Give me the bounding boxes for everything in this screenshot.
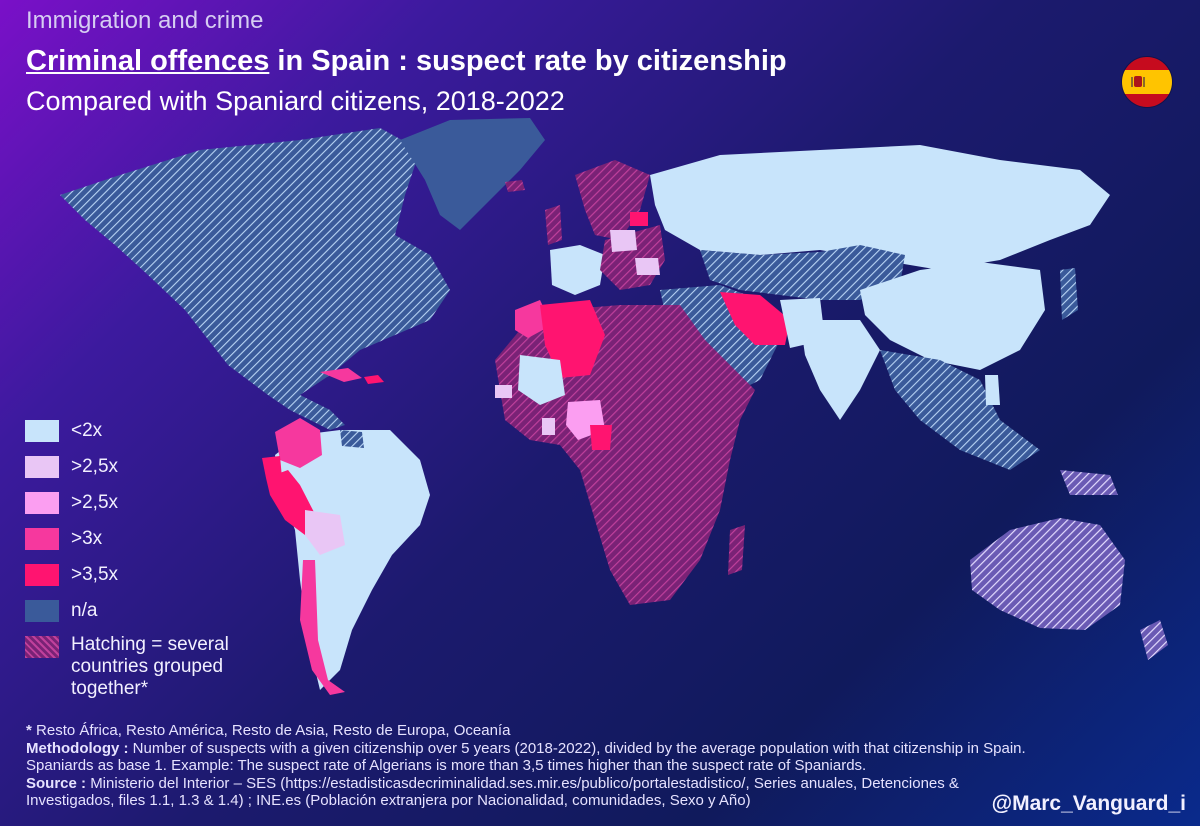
legend-label: n/a [71, 600, 98, 621]
central-asia-region [700, 245, 905, 300]
methodology-text: Number of suspects with a given citizens… [26, 739, 1026, 775]
madagascar-region [728, 525, 745, 575]
japan-region [1060, 268, 1078, 320]
colombia-region [275, 418, 322, 468]
legend-label: >2,5x [71, 492, 119, 513]
legend-label: >3x [71, 528, 103, 549]
legend-swatch [25, 528, 59, 550]
russia-region [650, 145, 1110, 270]
methodology-label: Methodology : [26, 739, 133, 757]
bolivia-region [305, 510, 345, 555]
legend-swatch [25, 600, 59, 622]
legend-item: n/a [25, 600, 97, 622]
algeria-region [540, 300, 605, 378]
central-america-region [268, 395, 345, 430]
se-asia-region [880, 350, 1040, 470]
greenland-region [400, 118, 545, 230]
mali-region [518, 355, 565, 405]
iran-region [720, 292, 790, 345]
legend-swatch [25, 564, 59, 586]
north-america-region [60, 128, 450, 395]
western-europe-region [550, 245, 605, 295]
legend-label: >2,5x [71, 456, 119, 477]
kicker-text: Immigration and crime [26, 7, 264, 34]
china-region [860, 262, 1045, 370]
new-zealand-region [1140, 620, 1168, 660]
legend-label: <2x [71, 420, 103, 441]
south-america-region [275, 430, 430, 690]
legend-item: >3,5x [25, 564, 118, 586]
legend-item: >3x [25, 528, 102, 550]
legend-swatch-hatch [25, 636, 59, 658]
australia-region [970, 518, 1125, 630]
ghana-region [542, 418, 555, 435]
cuba-region [320, 368, 362, 382]
legend-item: <2x [25, 420, 102, 442]
footnote-text: Resto África, Resto América, Resto de As… [36, 722, 511, 739]
ecuador-region [262, 456, 282, 478]
source-label: Source : [26, 774, 91, 792]
romania-region [635, 258, 660, 275]
uk-region [545, 205, 562, 245]
legend-swatch [25, 492, 59, 514]
chile-south-region [300, 560, 345, 695]
legend-item: >2,5x [25, 492, 118, 514]
baltic-region [630, 212, 648, 226]
footnotes: * Resto África, Resto América, Resto de … [26, 722, 1036, 810]
guyana-hatch-region [340, 430, 364, 448]
india-region [800, 320, 880, 420]
title-rest: in Spain : suspect rate by citizenship [269, 45, 787, 77]
legend-label: >3,5x [71, 564, 119, 585]
page-subtitle: Compared with Spaniard citizens, 2018-20… [26, 86, 565, 116]
dominican-republic-region [364, 375, 384, 384]
world-map [60, 118, 1168, 695]
legend-swatch [25, 420, 59, 442]
poland-region [610, 230, 637, 252]
page-title: Criminal offences in Spain : suspect rat… [26, 45, 787, 78]
legend-item: Hatching = several countries grouped tog… [25, 634, 261, 700]
legend-item: >2,5x [25, 456, 118, 478]
new-guinea-region [1060, 470, 1118, 495]
senegal-region [495, 385, 512, 398]
legend-label: Hatching = several countries grouped tog… [71, 634, 229, 699]
iceland-region [505, 180, 525, 192]
methodology-line: Methodology : Number of suspects with a … [26, 740, 1036, 775]
author-handle: @Marc_Vanguard_i [991, 792, 1186, 815]
footnote-mark: * [26, 722, 37, 739]
source-text: Ministerio del Interior – SES (https://e… [26, 774, 959, 810]
source-line: Source : Ministerio del Interior – SES (… [26, 775, 1036, 810]
title-underlined: Criminal offences [26, 45, 270, 77]
spain-flag-icon [1122, 57, 1172, 107]
footnote-line: * Resto África, Resto América, Resto de … [26, 722, 1036, 740]
philippines-region [985, 375, 1000, 405]
cameroon-region [590, 425, 612, 450]
legend-swatch [25, 456, 59, 478]
scandinavia-region [575, 160, 650, 240]
